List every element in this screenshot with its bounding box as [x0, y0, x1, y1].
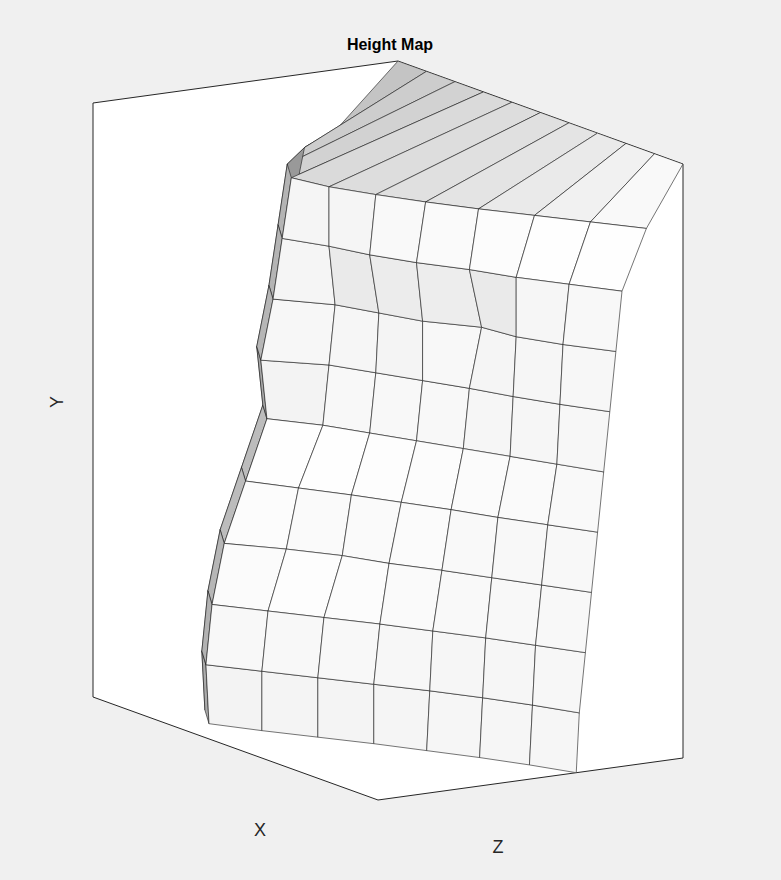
surface-patch: [480, 698, 533, 765]
surface-patch: [374, 624, 433, 691]
surface-patch: [318, 618, 380, 685]
surface-patch: [427, 691, 483, 758]
surface-patch: [469, 270, 516, 337]
surface-patch: [433, 570, 492, 638]
surface-patch: [430, 631, 486, 698]
surface-patch: [492, 517, 548, 585]
surface-patch: [370, 195, 426, 263]
surface-patch: [510, 397, 560, 465]
surface-patch: [563, 284, 622, 351]
surface-patch: [516, 277, 569, 344]
surface-patch: [442, 510, 498, 578]
surface-patch: [486, 578, 542, 646]
surface-patch: [463, 388, 513, 456]
surface-patch: [262, 671, 318, 737]
surface-patch: [513, 337, 563, 405]
surface-patch: [560, 345, 616, 412]
x-axis-title: X: [254, 820, 266, 840]
surface-patch: [273, 238, 335, 304]
y-axis-title: Y: [47, 396, 67, 408]
surface-patch: [542, 525, 598, 593]
surface-patch: [329, 187, 376, 255]
surface-patch: [536, 585, 592, 653]
axes-box: [93, 61, 683, 800]
surface-patch: [323, 365, 376, 433]
surface-patch: [262, 611, 324, 678]
surface-patch: [569, 222, 646, 291]
surface-patch: [370, 255, 423, 321]
chart-title: Height Map: [347, 36, 433, 53]
box-edge: [93, 61, 398, 103]
box-edge: [683, 164, 684, 758]
surface-patch: [389, 502, 451, 570]
y-axis-line: [93, 103, 94, 697]
surface-patch: [374, 684, 430, 750]
surface-patch: [261, 360, 329, 425]
surface-patch: [376, 313, 423, 381]
surface-patch: [380, 563, 442, 631]
chart: Height Map X Z Y: [0, 0, 781, 880]
surface-patch: [224, 481, 298, 549]
surface-patch: [417, 202, 479, 270]
surface-patch: [498, 456, 557, 524]
plot-background: [93, 61, 683, 800]
z-axis-title: Z: [493, 837, 504, 857]
surface-patch: [533, 645, 586, 713]
surface-patch: [282, 178, 329, 246]
surface-patch: [417, 381, 470, 449]
surface-patch: [286, 488, 351, 556]
surface-patch: [529, 705, 579, 773]
surface-patch: [370, 373, 423, 441]
surface-patch: [483, 638, 536, 705]
surface-patch: [206, 665, 262, 731]
surface-patch: [469, 327, 516, 396]
surface-patch: [318, 678, 374, 744]
surface: [202, 61, 683, 773]
surface-patch: [590, 154, 683, 229]
surface-patch: [329, 305, 379, 373]
surface-patch: [261, 299, 335, 365]
surface-patch: [557, 404, 610, 472]
surface-patch: [324, 556, 389, 624]
surface-patch: [206, 604, 268, 671]
surface-patch: [548, 464, 604, 532]
